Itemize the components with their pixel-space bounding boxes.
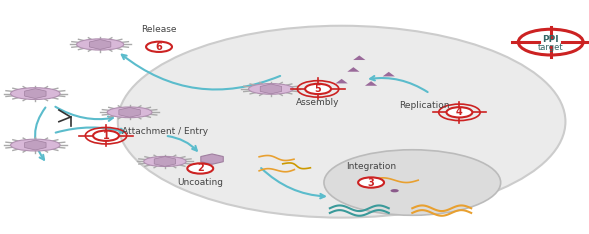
Ellipse shape xyxy=(11,88,60,99)
Text: 6: 6 xyxy=(155,42,163,52)
Circle shape xyxy=(146,42,172,52)
Ellipse shape xyxy=(324,150,501,215)
Text: 5: 5 xyxy=(315,84,322,94)
Text: 1: 1 xyxy=(102,131,110,141)
Ellipse shape xyxy=(11,139,60,151)
Text: PPI: PPI xyxy=(542,35,559,44)
Ellipse shape xyxy=(77,39,124,50)
Ellipse shape xyxy=(107,107,152,118)
Text: Assembly: Assembly xyxy=(296,99,340,107)
Circle shape xyxy=(358,177,384,188)
Text: 4: 4 xyxy=(456,107,463,117)
Circle shape xyxy=(93,131,119,141)
Polygon shape xyxy=(383,72,395,76)
Text: 3: 3 xyxy=(368,178,375,187)
Text: Uncoating: Uncoating xyxy=(177,178,223,187)
Polygon shape xyxy=(353,55,365,60)
Text: target: target xyxy=(538,44,564,52)
Polygon shape xyxy=(336,79,348,83)
Ellipse shape xyxy=(118,26,565,218)
Ellipse shape xyxy=(144,156,186,167)
Text: Release: Release xyxy=(141,25,177,34)
Polygon shape xyxy=(365,81,377,86)
Text: Replication: Replication xyxy=(399,101,449,110)
Circle shape xyxy=(305,84,331,94)
Polygon shape xyxy=(348,67,359,72)
Circle shape xyxy=(446,107,472,117)
Circle shape xyxy=(187,163,213,174)
Text: Attachment / Entry: Attachment / Entry xyxy=(122,127,208,135)
Text: 2: 2 xyxy=(197,164,204,173)
Ellipse shape xyxy=(249,84,293,94)
Text: Integration: Integration xyxy=(346,162,396,171)
Circle shape xyxy=(391,189,399,192)
